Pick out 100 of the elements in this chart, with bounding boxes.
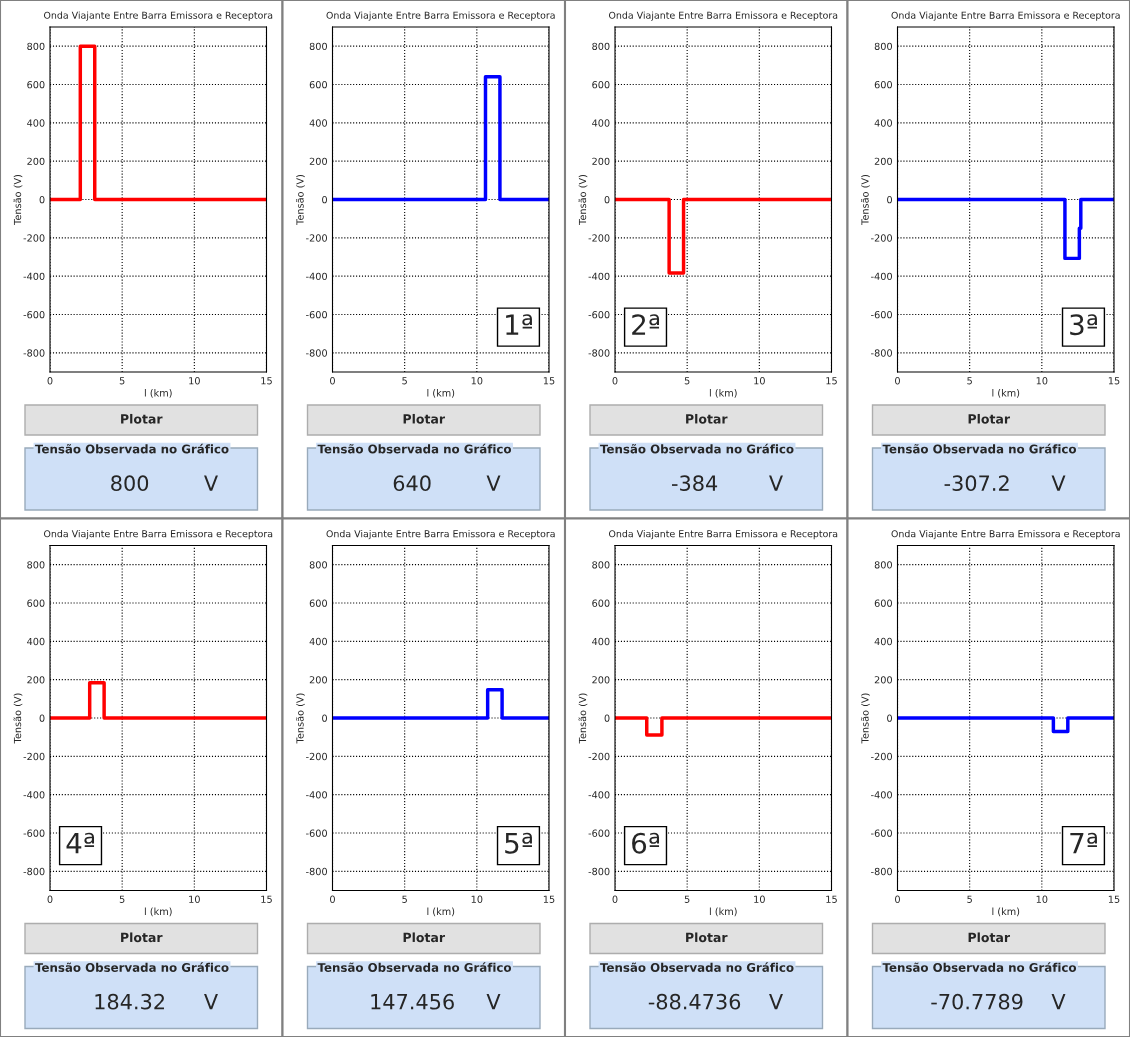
y-axis-title: Tensão (V): [861, 693, 870, 744]
y-axis-title: Tensão (V): [13, 693, 23, 744]
x-tick-label: 0: [330, 377, 335, 385]
y-tick-label: -600: [588, 310, 610, 319]
y-tick-label: 400: [874, 637, 892, 646]
annotation: 5ª: [505, 832, 532, 854]
y-tick-label: 600: [309, 80, 327, 89]
y-tick-label: -800: [23, 349, 45, 357]
x-tick-label: 10: [471, 895, 483, 903]
x-axis-title: l (km): [992, 907, 1020, 917]
text: Tensão Observada no Gráfico: [317, 962, 512, 972]
x-tick-label: 5: [967, 895, 972, 903]
y-tick-label: -400: [23, 272, 45, 280]
y-tick-label: 400: [592, 119, 610, 127]
x-tick-label: 0: [330, 895, 335, 903]
y-tick-label: 200: [309, 676, 327, 684]
y-tick-label: -400: [23, 791, 45, 799]
y-tick-label: -600: [306, 310, 327, 319]
y-tick-label: 400: [27, 637, 45, 646]
annotation: 1ª: [506, 314, 532, 335]
y-tick-label: 800: [874, 42, 892, 50]
text: Plotar: [968, 413, 1011, 424]
text: Tensão Observada no Gráfico: [882, 962, 1077, 972]
y-axis-title: Tensão (V): [578, 693, 588, 744]
y-tick-label: -200: [588, 234, 610, 242]
y-tick-label: 0: [604, 195, 610, 204]
text: V: [769, 994, 783, 1010]
x-axis-title: l (km): [992, 389, 1020, 398]
y-tick-label: 800: [592, 42, 610, 50]
y-axis-title: Tensão (V): [13, 174, 23, 225]
y-tick-label: 600: [309, 599, 327, 607]
x-tick-label: 0: [895, 895, 900, 903]
y-tick-label: 400: [309, 637, 327, 646]
y-tick-label: -600: [23, 310, 45, 319]
y-tick-label: -400: [871, 791, 892, 799]
text: Plotar: [686, 932, 728, 943]
y-tick-label: 200: [309, 157, 327, 165]
chart-title: Onda Viajante Entre Barra Emissora e Receptora: [891, 11, 1120, 21]
x-tick-label: 10: [754, 377, 765, 385]
x-tick-label: 15: [543, 377, 555, 385]
x-axis-title: l (km): [427, 907, 455, 917]
text: V: [204, 994, 218, 1010]
y-tick-label: -200: [871, 234, 892, 242]
x-tick-label: 10: [1036, 377, 1048, 385]
text: Tensão Observada no Gráfico: [35, 962, 229, 972]
y-tick-label: 600: [27, 80, 45, 89]
text: -307.2: [944, 475, 1009, 492]
y-tick-label: 0: [39, 195, 45, 204]
y-tick-label: -800: [588, 867, 610, 876]
y-tick-label: 800: [309, 42, 327, 50]
x-tick-label: 0: [47, 377, 53, 385]
y-tick-label: -800: [306, 349, 327, 357]
x-tick-label: 15: [261, 377, 272, 385]
x-tick-label: 5: [684, 377, 690, 385]
y-tick-label: -400: [588, 272, 610, 280]
y-tick-label: 600: [874, 80, 892, 89]
text: Plotar: [121, 413, 163, 424]
text: -88.4736: [648, 993, 741, 1010]
x-tick-label: 0: [612, 895, 618, 903]
y-tick-label: 800: [27, 42, 45, 50]
y-tick-label: -400: [871, 272, 892, 280]
text: 800: [111, 475, 149, 492]
chart-title: Onda Viajante Entre Barra Emissora e Receptora: [326, 529, 555, 540]
text: V: [486, 475, 501, 491]
y-tick-label: 200: [874, 157, 892, 165]
x-tick-label: 10: [754, 895, 765, 903]
x-tick-label: 5: [684, 895, 690, 903]
chart-title: Onda Viajante Entre Barra Emissora e Receptora: [44, 11, 273, 21]
x-tick-label: 0: [47, 895, 53, 903]
annotation: 7ª: [1070, 832, 1097, 854]
y-tick-label: -400: [306, 272, 327, 280]
y-tick-label: 200: [874, 676, 892, 684]
chart-title: Onda Viajante Entre Barra Emissora e Receptora: [44, 529, 273, 540]
y-tick-label: 800: [592, 561, 610, 569]
y-tick-label: 400: [309, 119, 327, 127]
y-tick-label: 0: [887, 195, 892, 204]
y-tick-label: 200: [27, 676, 45, 684]
y-tick-label: -200: [871, 752, 892, 761]
text: Tensão Observada no Gráfico: [600, 443, 794, 454]
x-axis-title: l (km): [144, 389, 172, 398]
x-tick-label: 10: [189, 377, 200, 385]
y-tick-label: -200: [588, 752, 610, 761]
y-tick-label: -600: [871, 829, 892, 837]
y-tick-label: -200: [306, 752, 327, 761]
y-tick-label: -200: [306, 234, 327, 242]
x-axis-title: l (km): [709, 389, 737, 398]
text: V: [204, 475, 218, 491]
x-axis-title: l (km): [144, 907, 172, 917]
y-tick-label: -600: [588, 829, 610, 837]
y-axis-title: Tensão (V): [296, 693, 305, 744]
y-axis-title: Tensão (V): [861, 174, 870, 225]
annotation: 2ª: [632, 314, 660, 335]
text: -384: [672, 475, 718, 492]
y-tick-label: 200: [592, 676, 610, 684]
y-tick-label: 200: [592, 157, 610, 165]
text: Plotar: [403, 932, 446, 943]
y-tick-label: 600: [27, 599, 45, 607]
annotation: 6ª: [632, 832, 660, 854]
y-tick-label: -400: [588, 791, 610, 799]
x-tick-label: 5: [967, 377, 972, 385]
